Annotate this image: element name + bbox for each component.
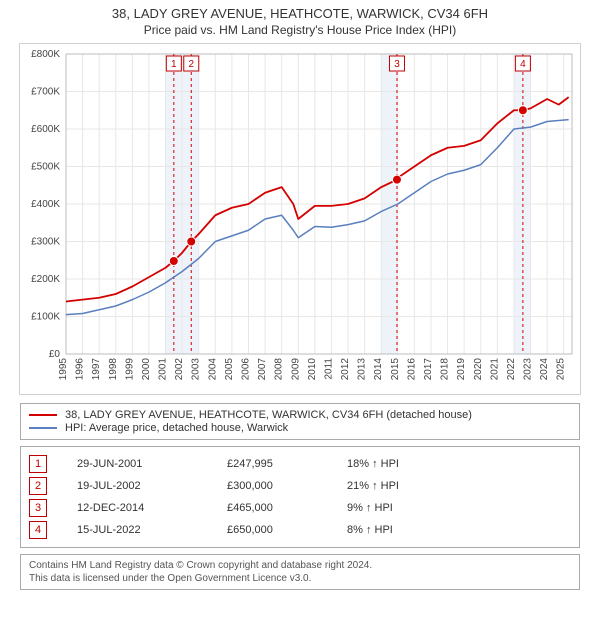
tx-marker: 4 xyxy=(29,521,47,539)
tx-price: £465,000 xyxy=(227,502,347,514)
svg-text:2013: 2013 xyxy=(357,358,368,381)
svg-text:1996: 1996 xyxy=(75,358,86,381)
legend-label: HPI: Average price, detached house, Warw… xyxy=(65,422,288,434)
svg-text:2005: 2005 xyxy=(224,358,235,381)
svg-text:£700K: £700K xyxy=(31,87,60,98)
svg-text:2023: 2023 xyxy=(523,358,534,381)
line-chart: £0£100K£200K£300K£400K£500K£600K£700K£80… xyxy=(20,44,580,394)
svg-text:£600K: £600K xyxy=(31,124,60,135)
svg-text:1995: 1995 xyxy=(58,358,69,381)
svg-text:2018: 2018 xyxy=(440,358,451,381)
tx-price: £650,000 xyxy=(227,524,347,536)
tx-delta: 9% ↑ HPI xyxy=(347,502,571,514)
svg-text:2007: 2007 xyxy=(257,358,268,381)
page-subtitle: Price paid vs. HM Land Registry's House … xyxy=(0,23,600,37)
tx-delta: 18% ↑ HPI xyxy=(347,458,571,470)
table-row: 1 29-JUN-2001 £247,995 18% ↑ HPI xyxy=(29,455,571,473)
legend-item: 38, LADY GREY AVENUE, HEATHCOTE, WARWICK… xyxy=(29,409,571,421)
svg-text:2011: 2011 xyxy=(323,358,334,380)
svg-text:2012: 2012 xyxy=(340,358,351,381)
table-row: 3 12-DEC-2014 £465,000 9% ↑ HPI xyxy=(29,499,571,517)
tx-date: 19-JUL-2002 xyxy=(77,480,227,492)
transactions-table: 1 29-JUN-2001 £247,995 18% ↑ HPI 2 19-JU… xyxy=(20,446,580,548)
svg-text:2025: 2025 xyxy=(556,358,567,381)
svg-text:4: 4 xyxy=(520,59,526,70)
svg-text:3: 3 xyxy=(394,59,400,70)
svg-text:£300K: £300K xyxy=(31,237,60,248)
svg-text:£400K: £400K xyxy=(31,199,60,210)
legend-label: 38, LADY GREY AVENUE, HEATHCOTE, WARWICK… xyxy=(65,409,472,421)
svg-text:2017: 2017 xyxy=(423,358,434,381)
svg-text:2015: 2015 xyxy=(390,358,401,381)
table-row: 2 19-JUL-2002 £300,000 21% ↑ HPI xyxy=(29,477,571,495)
legend-swatch xyxy=(29,414,57,416)
svg-text:2019: 2019 xyxy=(456,358,467,381)
page-title: 38, LADY GREY AVENUE, HEATHCOTE, WARWICK… xyxy=(0,6,600,21)
tx-date: 29-JUN-2001 xyxy=(77,458,227,470)
tx-marker: 2 xyxy=(29,477,47,495)
legend-item: HPI: Average price, detached house, Warw… xyxy=(29,422,571,434)
svg-text:2: 2 xyxy=(188,59,194,70)
svg-text:2010: 2010 xyxy=(307,358,318,381)
svg-text:2000: 2000 xyxy=(141,358,152,381)
svg-text:2008: 2008 xyxy=(274,358,285,381)
svg-text:1999: 1999 xyxy=(124,358,135,381)
svg-text:2014: 2014 xyxy=(373,358,384,381)
svg-text:2022: 2022 xyxy=(506,358,517,381)
svg-text:£500K: £500K xyxy=(31,162,60,173)
tx-delta: 21% ↑ HPI xyxy=(347,480,571,492)
legend-swatch xyxy=(29,427,57,429)
svg-text:£100K: £100K xyxy=(31,312,60,323)
footnote: Contains HM Land Registry data © Crown c… xyxy=(20,554,580,590)
tx-marker: 1 xyxy=(29,455,47,473)
svg-text:£800K: £800K xyxy=(31,49,60,60)
svg-text:£200K: £200K xyxy=(31,274,60,285)
footnote-line: This data is licensed under the Open Gov… xyxy=(29,572,571,585)
svg-text:2001: 2001 xyxy=(158,358,169,381)
tx-date: 12-DEC-2014 xyxy=(77,502,227,514)
svg-text:2021: 2021 xyxy=(489,358,500,381)
svg-text:1: 1 xyxy=(171,59,177,70)
svg-text:2016: 2016 xyxy=(406,358,417,381)
svg-text:2004: 2004 xyxy=(207,358,218,381)
svg-text:2024: 2024 xyxy=(539,358,550,381)
chart-container: £0£100K£200K£300K£400K£500K£600K£700K£80… xyxy=(19,43,581,395)
tx-marker: 3 xyxy=(29,499,47,517)
svg-text:1998: 1998 xyxy=(108,358,119,381)
legend: 38, LADY GREY AVENUE, HEATHCOTE, WARWICK… xyxy=(20,403,580,440)
tx-delta: 8% ↑ HPI xyxy=(347,524,571,536)
tx-price: £300,000 xyxy=(227,480,347,492)
svg-text:2006: 2006 xyxy=(240,358,251,381)
svg-text:2009: 2009 xyxy=(290,358,301,381)
svg-text:2003: 2003 xyxy=(191,358,202,381)
svg-text:2020: 2020 xyxy=(473,358,484,381)
tx-price: £247,995 xyxy=(227,458,347,470)
svg-text:1997: 1997 xyxy=(91,358,102,381)
footnote-line: Contains HM Land Registry data © Crown c… xyxy=(29,559,571,572)
table-row: 4 15-JUL-2022 £650,000 8% ↑ HPI xyxy=(29,521,571,539)
tx-date: 15-JUL-2022 xyxy=(77,524,227,536)
svg-text:2002: 2002 xyxy=(174,358,185,381)
